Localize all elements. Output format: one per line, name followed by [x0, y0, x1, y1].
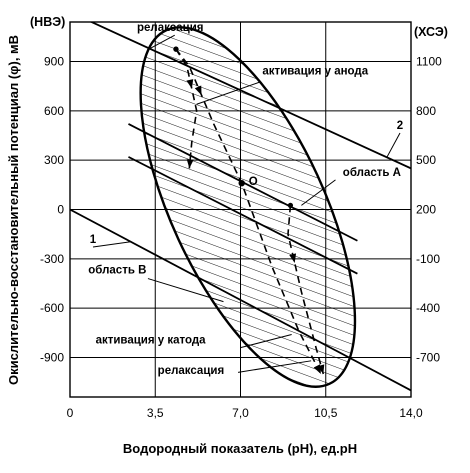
annotation-leaders: [92, 34, 401, 373]
annotation-leader-2: [301, 179, 336, 206]
flow-path-2: [287, 205, 325, 375]
plot-frame: [69, 21, 412, 398]
annotation-leader-5: [237, 360, 312, 373]
y-right-tick-label: 800: [416, 104, 436, 118]
flow-path-0: [175, 48, 198, 169]
annotation-leader-4: [240, 334, 292, 349]
x-tick-label: 7,0: [232, 406, 249, 420]
y-right-tick-label: -100: [416, 252, 440, 266]
y-left-tick-label: -900: [40, 351, 64, 365]
x-tick-label: 0: [67, 406, 74, 420]
x-tick-label: 10,5: [314, 406, 338, 420]
x-tick-label: 3,5: [147, 406, 164, 420]
ellipse-region-hatched: [140, 27, 355, 387]
y-right-tick-label: 500: [416, 153, 436, 167]
flow-start-point: [173, 46, 179, 52]
point-o-label: О: [249, 176, 258, 188]
line-1-label-leader: [92, 241, 131, 248]
flow-arrowhead: [289, 253, 297, 263]
left-scale-label: (НВЭ): [30, 15, 65, 29]
annotation-label-0: релаксация: [137, 22, 204, 34]
y-left-tick-label: 300: [44, 153, 64, 167]
boundary-line-1: [70, 208, 411, 392]
annotation-label-1: активация у анода: [262, 66, 368, 78]
transformation-paths: [173, 46, 325, 375]
annotation-label-4: активация у катода: [96, 335, 207, 347]
flow-start-point: [287, 202, 294, 208]
annotation-label-2: область А: [343, 167, 401, 179]
right-scale-label: (ХСЭ): [414, 25, 448, 39]
y-left-tick-label: -600: [40, 301, 64, 315]
line-2-label: 2: [397, 120, 403, 132]
x-tick-label: 14,0: [399, 406, 423, 420]
y-left-tick-label: -300: [40, 252, 64, 266]
y-right-tick-label: -700: [416, 351, 440, 365]
boundary-line-band-3: [128, 156, 358, 275]
annotation-leader-0: [150, 34, 175, 49]
y-left-tick-label: 0: [57, 203, 64, 217]
flow-arrowhead: [317, 364, 325, 374]
y-right-tick-label: 1100: [416, 54, 442, 68]
y-left-tick-label: 600: [44, 104, 64, 118]
line-2-label-leader: [386, 132, 401, 158]
y-left-tick-label: 900: [44, 54, 64, 68]
x-axis-title: Водородный показатель (рН), ед.рН: [123, 441, 357, 456]
boundary-line-2: [89, 22, 411, 170]
y-right-tick-label: -400: [416, 301, 440, 315]
y-right-tick-label: 200: [416, 203, 436, 217]
flow-arrowhead: [194, 85, 202, 96]
tick-labels: 0 3,5 7,0 10,5 14,0 900 600 300 0 -300 -600 -900 110…: [40, 54, 442, 420]
annotation-label-3: область В: [88, 265, 146, 277]
point-o-marker: [238, 179, 245, 187]
flow-arrowhead: [186, 159, 194, 169]
annotation-leader-1: [196, 81, 261, 105]
annotation-label-5: релаксация: [158, 365, 225, 377]
line-1-label: 1: [90, 234, 97, 246]
flow-arrowhead: [186, 79, 194, 89]
ellipse-region-outline: [139, 26, 357, 388]
annotation-leader-3: [147, 278, 224, 303]
y-axis-title: Окислительно-восстановительный потенциал…: [6, 35, 21, 385]
